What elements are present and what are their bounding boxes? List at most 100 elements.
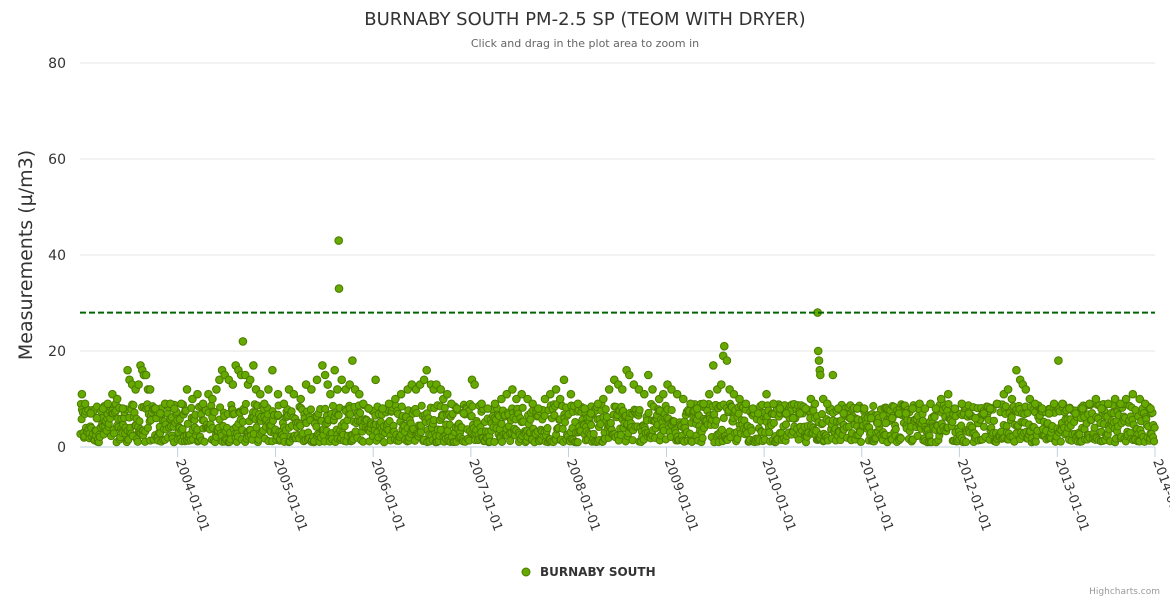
baseline-point[interactable] [712, 416, 721, 425]
data-point[interactable] [268, 365, 277, 375]
data-point[interactable] [709, 361, 718, 370]
baseline-point[interactable] [467, 411, 476, 421]
credits-link[interactable]: Highcharts.com [1089, 587, 1160, 597]
data-point[interactable] [979, 409, 989, 418]
data-point[interactable] [888, 413, 897, 423]
data-point[interactable] [769, 399, 778, 409]
data-point[interactable] [957, 399, 967, 409]
data-point[interactable] [901, 409, 911, 418]
data-point[interactable] [264, 385, 273, 394]
data-point[interactable] [604, 385, 614, 394]
data-point[interactable] [936, 394, 946, 404]
baseline-point[interactable] [930, 412, 939, 422]
data-point[interactable] [371, 375, 380, 385]
data-point[interactable] [810, 399, 820, 409]
data-point[interactable] [667, 385, 676, 394]
data-point[interactable] [188, 394, 197, 404]
data-point[interactable] [118, 404, 128, 413]
data-point[interactable] [839, 409, 848, 418]
data-point[interactable] [741, 399, 751, 409]
data-point[interactable] [908, 404, 917, 413]
data-point[interactable] [296, 394, 306, 404]
data-point[interactable] [378, 404, 387, 413]
data-point[interactable] [846, 413, 855, 423]
data-point[interactable] [443, 389, 452, 399]
data-point[interactable] [648, 385, 657, 394]
baseline-point[interactable] [187, 403, 196, 412]
data-point[interactable] [141, 370, 151, 380]
data-point[interactable] [333, 385, 342, 394]
data-point[interactable] [318, 361, 327, 370]
baseline-point[interactable] [183, 419, 192, 428]
baseline-point[interactable] [747, 426, 756, 435]
baseline-point[interactable] [306, 405, 315, 414]
data-point[interactable] [762, 389, 771, 399]
data-point[interactable] [145, 385, 155, 394]
baseline-point[interactable] [468, 402, 477, 411]
data-point[interactable] [245, 375, 255, 385]
baseline-point[interactable] [734, 409, 743, 418]
data-point[interactable] [599, 394, 608, 404]
baseline-point[interactable] [644, 408, 653, 417]
data-point[interactable] [470, 380, 479, 389]
data-point[interactable] [279, 399, 289, 409]
baseline-point[interactable] [560, 418, 570, 427]
data-point[interactable] [198, 399, 208, 409]
data-point[interactable] [1003, 385, 1013, 394]
legend-marker-icon[interactable] [521, 567, 531, 577]
data-point[interactable] [1140, 399, 1150, 409]
data-point[interactable] [508, 385, 517, 394]
baseline-point[interactable] [667, 406, 676, 415]
data-point[interactable] [1049, 399, 1059, 409]
data-point[interactable] [452, 404, 462, 413]
data-point[interactable] [852, 404, 862, 413]
baseline-point[interactable] [518, 403, 527, 412]
data-point[interactable] [238, 337, 248, 346]
data-point[interactable] [483, 404, 493, 413]
baseline-point[interactable] [817, 410, 827, 419]
data-point[interactable] [915, 399, 924, 409]
baseline-point[interactable] [497, 437, 507, 446]
data-point[interactable] [1007, 394, 1017, 404]
baseline-point[interactable] [210, 408, 219, 417]
data-point[interactable] [256, 389, 265, 399]
data-point[interactable] [546, 389, 555, 399]
baseline-point[interactable] [380, 438, 389, 447]
baseline-point[interactable] [1007, 413, 1016, 422]
baseline-point[interactable] [440, 403, 449, 412]
data-point[interactable] [103, 399, 113, 409]
data-point[interactable] [80, 399, 90, 409]
data-point[interactable] [920, 404, 930, 413]
baseline-point[interactable] [606, 418, 615, 428]
data-point[interactable] [828, 370, 838, 380]
data-point[interactable] [1110, 394, 1120, 404]
data-point[interactable] [985, 404, 995, 413]
data-point[interactable] [112, 394, 122, 404]
data-point[interactable] [813, 346, 823, 356]
baseline-point[interactable] [769, 418, 778, 428]
data-point[interactable] [782, 409, 791, 418]
data-point[interactable] [345, 380, 355, 389]
data-point[interactable] [1146, 404, 1155, 413]
baseline-point[interactable] [506, 436, 515, 446]
data-point[interactable] [1044, 409, 1054, 418]
baseline-point[interactable] [573, 438, 582, 447]
baseline-point[interactable] [543, 424, 552, 433]
baseline-point[interactable] [589, 429, 598, 438]
baseline-point[interactable] [781, 420, 791, 429]
data-point[interactable] [672, 389, 682, 399]
baseline-point[interactable] [356, 408, 365, 417]
data-point[interactable] [156, 409, 165, 418]
data-point[interactable] [289, 389, 299, 399]
baseline-point[interactable] [397, 402, 406, 411]
legend-label[interactable]: BURNABY SOUTH [540, 565, 656, 579]
data-point[interactable] [748, 404, 758, 413]
data-point[interactable] [312, 375, 322, 385]
baseline-point[interactable] [719, 414, 728, 423]
data-point[interactable] [629, 380, 639, 389]
baseline-point[interactable] [869, 401, 878, 411]
baseline-point[interactable] [635, 405, 644, 415]
baseline-point[interactable] [1001, 402, 1010, 411]
data-point[interactable] [334, 284, 344, 293]
baseline-point[interactable] [891, 425, 900, 434]
